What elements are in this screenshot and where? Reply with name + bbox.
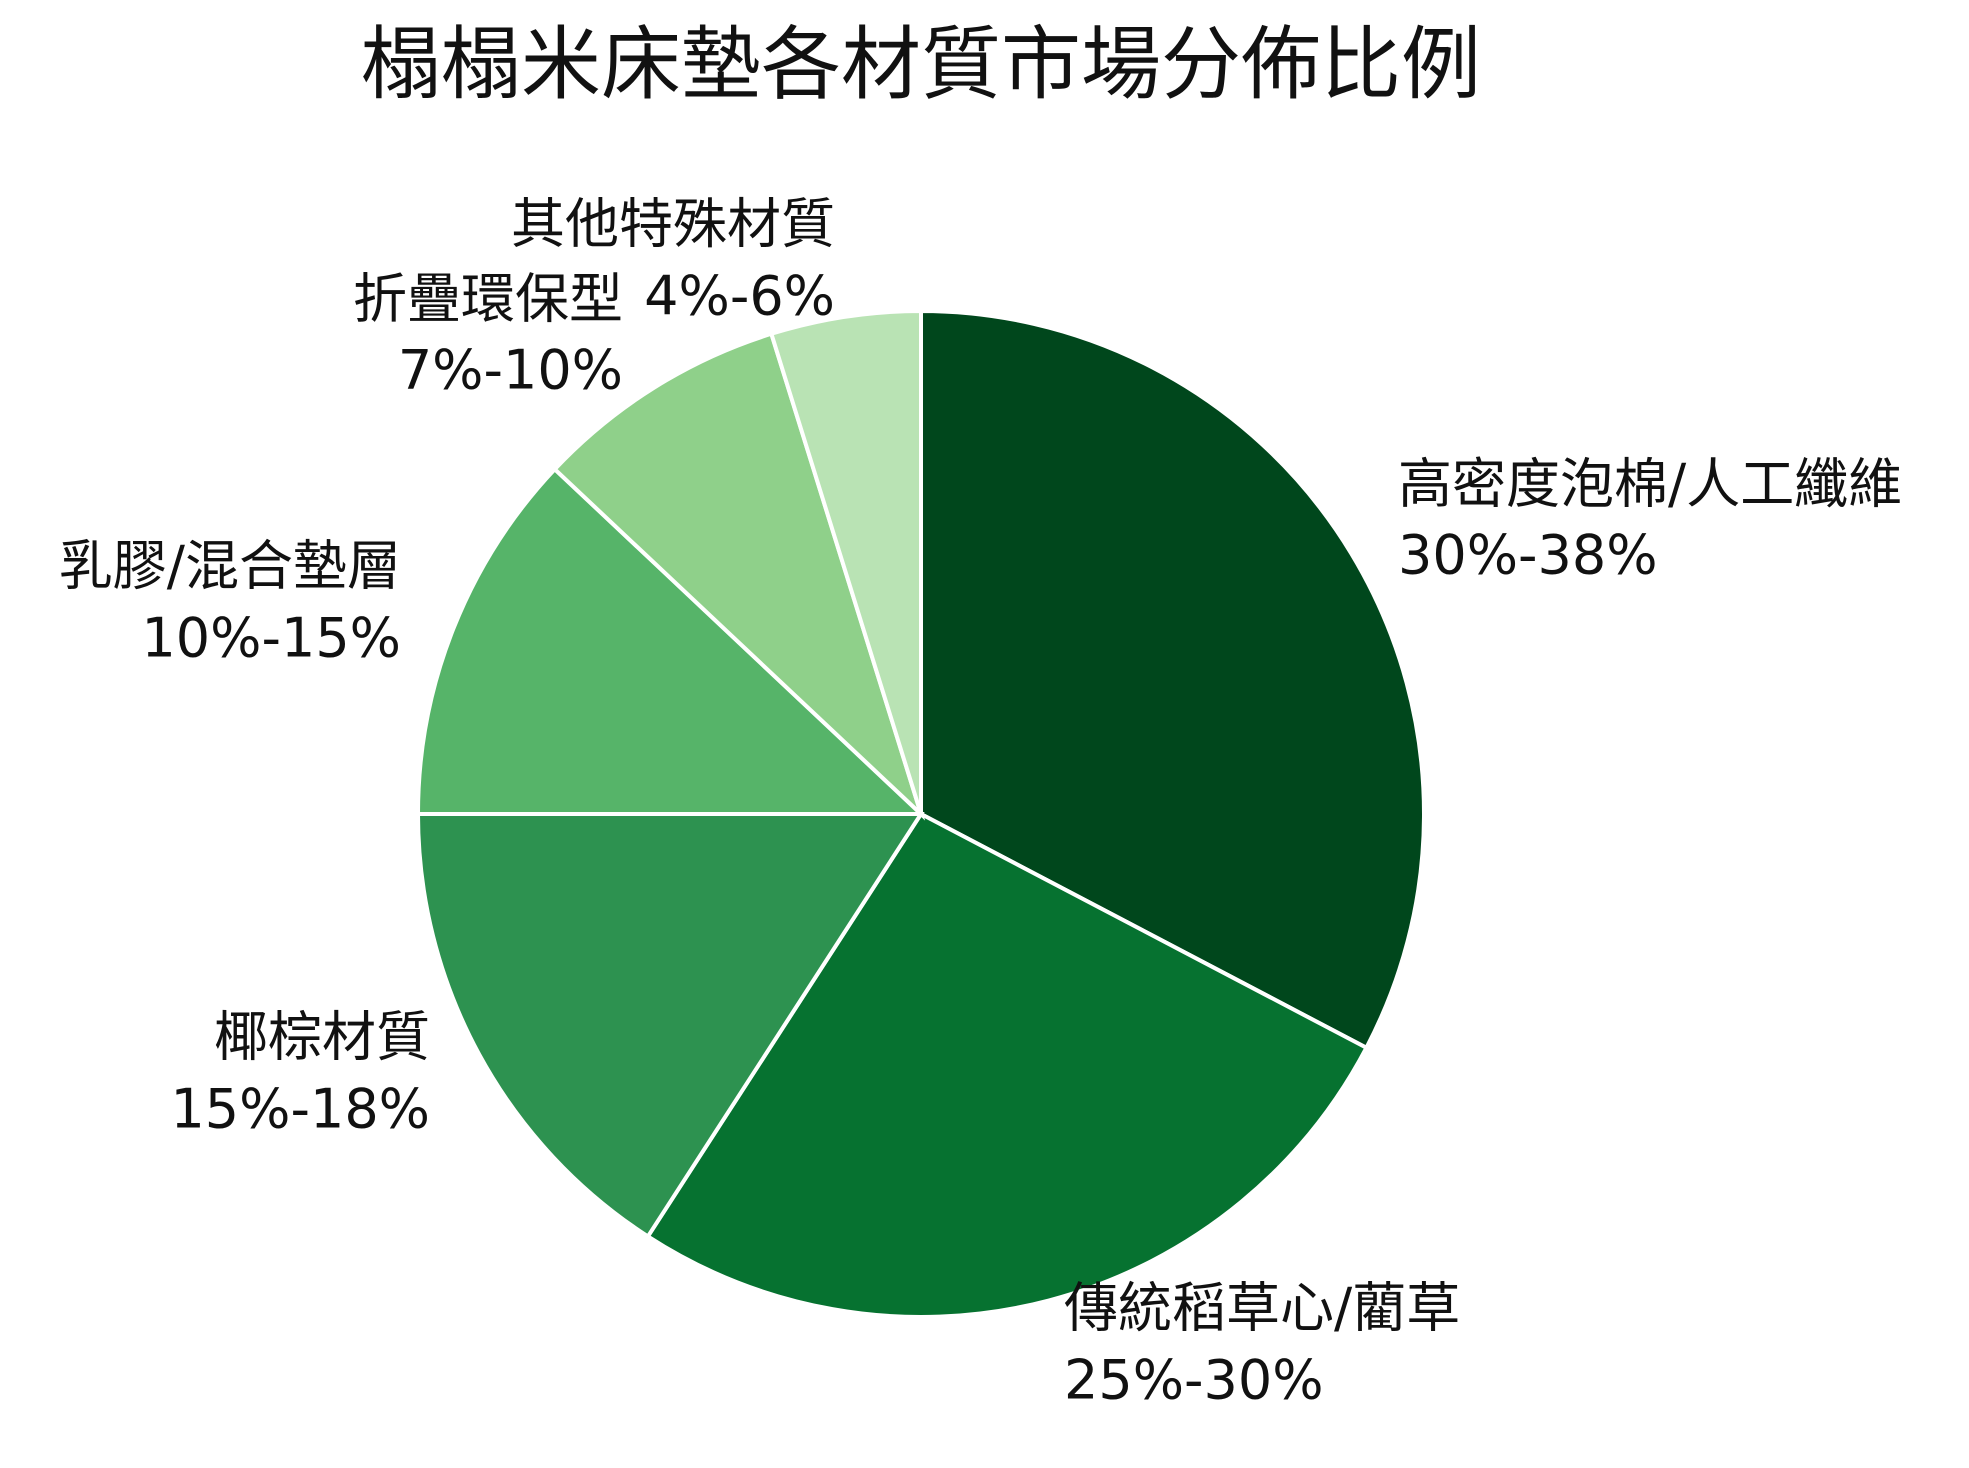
value-label: 7%-10%: [398, 339, 623, 402]
value-label: 10%-15%: [141, 607, 401, 670]
value-label: 25%-30%: [1064, 1349, 1324, 1412]
value-label: 4%-6%: [644, 265, 835, 328]
chart-title: 榻榻米床墊各材質市場分佈比例: [361, 18, 1481, 111]
slice-label: 傳統稻草心/藺草: [1064, 1277, 1460, 1340]
slice-label: 其他特殊材質: [511, 193, 835, 256]
pie-slice: [768, 308, 923, 815]
pie-slice: [645, 811, 1370, 1319]
pie-slice: [415, 466, 927, 816]
slice-label: 折疊環保型: [353, 268, 623, 331]
value-label: 30%-38%: [1398, 524, 1658, 587]
pie-slice: [551, 331, 926, 821]
value-label: 15%-18%: [170, 1078, 430, 1141]
slice-label: 乳膠/混合墊層: [59, 535, 401, 598]
slice-label: 椰棕材質: [214, 1006, 430, 1069]
pie-slice: [415, 812, 925, 1240]
slice-label: 高密度泡棉/人工纖維: [1398, 453, 1902, 516]
pie-slice: [919, 308, 1426, 1051]
